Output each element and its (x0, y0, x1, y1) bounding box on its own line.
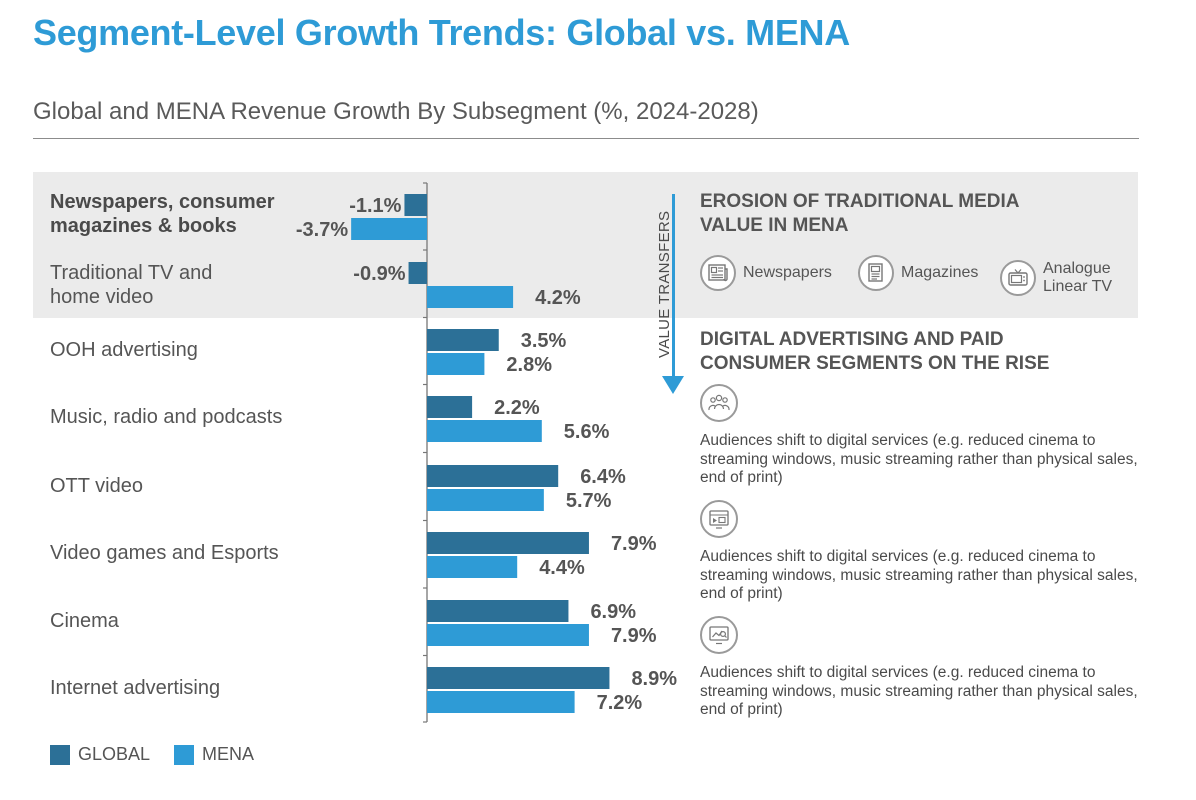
value-label-mena-traditional-tv-and-home-video: 4.2% (535, 287, 581, 309)
value-label-mena-video-games-and-esports: 4.4% (539, 557, 585, 579)
bar-mena-music-radio-and-podcasts (427, 420, 542, 442)
traditional-heading: EROSION OF TRADITIONAL MEDIA VALUE IN ME… (700, 191, 1020, 236)
bar-mena-ott-video (427, 489, 544, 511)
value-label-mena-internet-advertising: 7.2% (597, 692, 643, 714)
digital-item-1-icon-wrap (700, 384, 738, 422)
legend-swatch-global (50, 744, 70, 765)
newspapers-item: Newspapers (700, 255, 832, 291)
value-label-global-cinema: 6.9% (590, 601, 636, 623)
bar-mena-newspapers-consumer-magazines-books (351, 218, 427, 240)
magazine-icon (858, 255, 894, 291)
category-label-traditional-tv: Traditional TV and home video (50, 262, 213, 308)
analytics-screen-icon (700, 616, 738, 654)
traditional-highlight-band (33, 172, 1138, 318)
category-label-cinema: Cinema (50, 610, 119, 632)
magazines-item: Magazines (858, 255, 978, 291)
value-label-global-video-games-and-esports: 7.9% (611, 533, 657, 555)
bar-global-cinema (427, 600, 569, 622)
value-label-mena-cinema: 7.9% (611, 625, 657, 647)
category-label-ott: OTT video (50, 475, 143, 497)
bar-global-video-games-and-esports (427, 532, 589, 554)
bar-mena-internet-advertising (427, 691, 575, 713)
value-transfer-arrow-line (672, 194, 675, 378)
digital-item-3-text: Audiences shift to digital services (e.g… (700, 664, 1138, 718)
legend-item-mena: MENA (174, 744, 254, 765)
value-transfer-arrow-head (662, 376, 684, 394)
value-label-global-traditional-tv-and-home-video: -0.9% (353, 263, 405, 285)
bar-mena-video-games-and-esports (427, 556, 518, 578)
value-label-mena-newspapers-consumer-magazines-books: -3.7% (296, 219, 348, 241)
bar-global-traditional-tv-and-home-video (408, 262, 427, 284)
newspaper-icon (700, 255, 736, 291)
bar-global-newspapers-consumer-magazines-books (404, 194, 427, 216)
bar-mena-traditional-tv-and-home-video (427, 286, 514, 308)
category-label-internet-ads: Internet advertising (50, 677, 221, 699)
analogue-tv-item: Analogue Linear TV (1000, 260, 1112, 296)
digital-media-icon (700, 500, 738, 538)
digital-item-2-icon-wrap (700, 500, 738, 538)
chart-subtitle: Global and MENA Revenue Growth By Subseg… (33, 98, 759, 125)
digital-item-2-text: Audiences shift to digital services (e.g… (700, 548, 1138, 602)
legend-label-global: GLOBAL (78, 744, 151, 764)
tv-icon (1000, 260, 1036, 296)
category-label-newspapers: Newspapers, consumer magazines & books (50, 191, 275, 237)
chart-legend: GLOBAL MENA (50, 744, 278, 765)
magazines-label: Magazines (901, 264, 979, 281)
bar-global-music-radio-and-podcasts (427, 396, 473, 418)
legend-swatch-mena (174, 744, 195, 765)
category-label-video-games: Video games and Esports (50, 542, 279, 564)
bar-mena-ooh-advertising (427, 353, 485, 375)
value-label-mena-ott-video: 5.7% (566, 490, 612, 512)
digital-item-3-icon-wrap (700, 616, 738, 654)
page-title: Segment-Level Growth Trends: Global vs. … (33, 12, 850, 53)
category-label-ooh: OOH advertising (50, 339, 198, 361)
value-label-global-newspapers-consumer-magazines-books: -1.1% (349, 195, 401, 217)
value-label-global-music-radio-and-podcasts: 2.2% (494, 397, 540, 419)
value-label-mena-music-radio-and-podcasts: 5.6% (564, 421, 610, 443)
digital-heading: DIGITAL ADVERTISING AND PAID CONSUMER SE… (700, 329, 1050, 374)
bar-global-internet-advertising (427, 667, 610, 689)
audience-icon (700, 384, 738, 422)
bar-global-ooh-advertising (427, 329, 499, 351)
value-label-global-ooh-advertising: 3.5% (521, 330, 567, 352)
analogue-tv-label: Analogue Linear TV (1043, 260, 1113, 295)
bar-mena-cinema (427, 624, 589, 646)
digital-item-1-text: Audiences shift to digital services (e.g… (700, 432, 1138, 486)
category-label-music: Music, radio and podcasts (50, 406, 283, 428)
newspapers-label: Newspapers (743, 264, 832, 281)
value-label-global-internet-advertising: 8.9% (631, 668, 677, 690)
legend-item-global: GLOBAL (50, 744, 150, 765)
legend-label-mena: MENA (202, 744, 255, 764)
value-label-global-ott-video: 6.4% (580, 466, 626, 488)
value-label-mena-ooh-advertising: 2.8% (506, 354, 552, 376)
title-divider (33, 138, 1139, 139)
value-transfers-label: VALUE TRANSFERS (656, 210, 673, 358)
bar-global-ott-video (427, 465, 559, 487)
